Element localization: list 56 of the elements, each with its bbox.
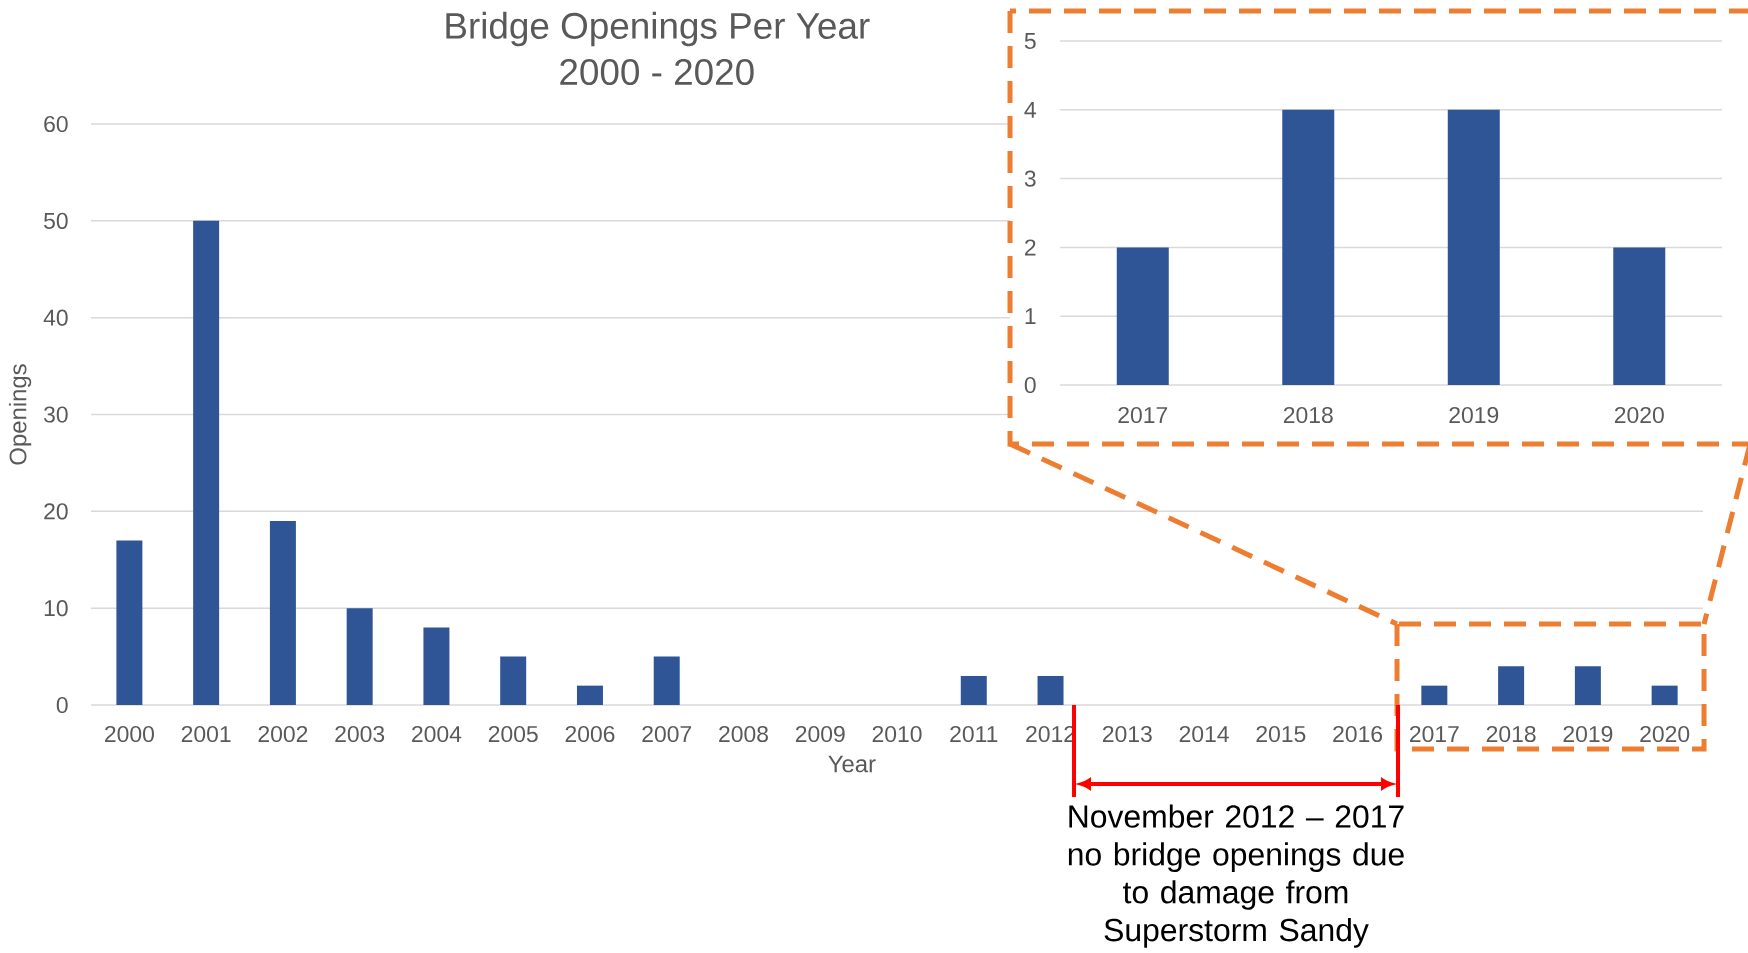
y-tick-label: 10: [44, 600, 68, 617]
bar: [1651, 685, 1678, 706]
x-tick-label: 2018: [1486, 725, 1536, 743]
bar: [116, 540, 143, 706]
x-tick-label: 2018: [1283, 406, 1333, 424]
bar: [576, 685, 603, 706]
x-tick-label: 2003: [335, 725, 385, 743]
y-tick-label: 50: [44, 212, 68, 229]
bar: [1574, 666, 1601, 706]
bar: [346, 608, 373, 706]
y-tick-label: 2: [1025, 239, 1036, 256]
bar: [653, 656, 680, 706]
x-tick-label: 2004: [412, 725, 462, 743]
x-tick-label: 2007: [642, 725, 692, 743]
chart-title: Bridge Openings Per Year: [446, 11, 870, 47]
x-tick-label: 2000: [105, 725, 154, 743]
x-tick-label: 2009: [795, 725, 845, 743]
x-tick-label: 2020: [1614, 406, 1664, 424]
y-tick-label: 5: [1024, 33, 1036, 49]
chart-subtitle: 2000 - 2020: [560, 58, 754, 86]
x-tick-label: 2017: [1410, 725, 1459, 743]
x-tick-label: 2015: [1256, 725, 1306, 743]
x-tick-label: 2020: [1640, 725, 1690, 743]
y-tick-label: 60: [44, 115, 68, 133]
x-axis-title: Year: [828, 755, 876, 773]
y-tick-label: 1: [1025, 308, 1036, 325]
x-tick-label: 2011: [950, 725, 998, 743]
y-tick-label: 4: [1024, 101, 1036, 118]
bar: [423, 627, 450, 706]
x-tick-label: 2016: [1333, 725, 1383, 743]
y-tick-label: 0: [1024, 376, 1036, 394]
bar: [500, 656, 527, 706]
bar: [269, 521, 296, 706]
y-tick-label: 40: [43, 309, 68, 326]
bar: [193, 220, 220, 706]
bar: [1037, 675, 1064, 706]
x-tick-label: 2001: [181, 725, 231, 743]
y-axis-title: Openings: [8, 364, 32, 465]
x-tick-label: 2013: [1102, 725, 1152, 743]
bar: [960, 675, 987, 706]
x-tick-label: 2010: [872, 725, 922, 743]
text: November 2012 – 2017 no bridge openings due to damage from Superstorm Sandy: [1068, 804, 1404, 948]
y-tick-label: 30: [43, 406, 68, 423]
y-tick-label: 0: [56, 696, 68, 714]
x-tick-label: 2005: [488, 725, 538, 743]
x-tick-label: 2008: [719, 725, 768, 743]
x-tick-label: 2002: [258, 725, 308, 743]
x-tick-label: 2017: [1118, 406, 1168, 424]
y-tick-label: 3: [1024, 170, 1036, 187]
bar: [1421, 685, 1448, 706]
y-tick-label: 20: [44, 503, 68, 520]
x-tick-label: 2006: [565, 725, 615, 743]
bar: [1498, 666, 1525, 706]
x-tick-label: 2019: [1449, 406, 1499, 424]
x-tick-label: 2019: [1563, 725, 1613, 743]
x-tick-label: 2014: [1179, 725, 1229, 743]
